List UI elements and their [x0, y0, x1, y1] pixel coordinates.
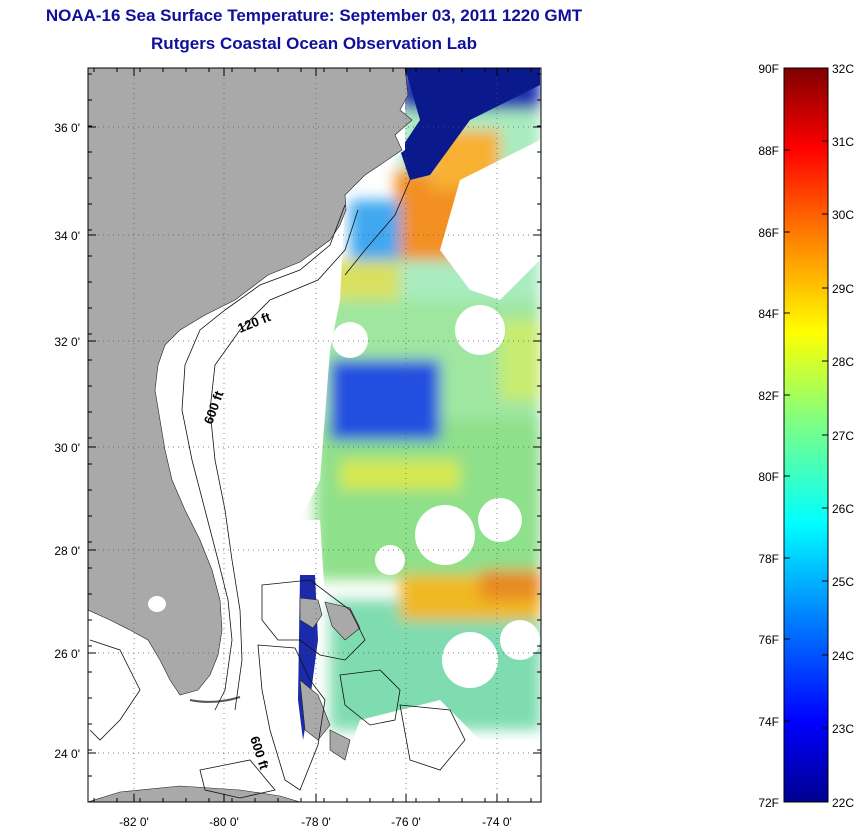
graticule-grid — [88, 68, 541, 802]
lon-label-74: -74 0' — [482, 815, 512, 829]
cb-c-23: 23C — [832, 722, 854, 736]
cb-f-82: 82F — [758, 389, 779, 403]
cb-c-22: 22C — [832, 796, 854, 810]
colorbar-celsius-labels: 32C 31C 30C 29C 28C 27C 26C 25C 24C 23C … — [832, 62, 854, 810]
lon-axis-labels: -82 0' -80 0' -78 0' -76 0' -74 0' — [119, 815, 512, 829]
axis-ticks — [88, 68, 541, 802]
map-title: NOAA-16 Sea Surface Temperature: Septemb… — [45, 6, 583, 25]
cb-c-24: 24C — [832, 649, 854, 663]
lat-label-28: 28 0' — [54, 544, 80, 558]
cb-c-25: 25C — [832, 575, 854, 589]
cb-c-27: 27C — [832, 429, 854, 443]
cb-f-80: 80F — [758, 470, 779, 484]
land-cuba — [88, 785, 301, 802]
bathymetry-contours — [89, 179, 466, 799]
cb-f-72: 72F — [758, 796, 779, 810]
bahamas-islands — [299, 597, 361, 761]
map-subtitle: Rutgers Coastal Ocean Observation Lab — [151, 34, 477, 53]
cb-c-26: 26C — [832, 502, 854, 516]
lat-label-32: 32 0' — [54, 335, 80, 349]
cb-f-74: 74F — [758, 715, 779, 729]
cb-f-86: 86F — [758, 226, 779, 240]
lake-okeechobee — [148, 596, 166, 612]
cb-f-90: 90F — [758, 62, 779, 76]
colorbar-ticks — [784, 67, 828, 803]
cb-c-32: 32C — [832, 62, 854, 76]
cb-f-78: 78F — [758, 552, 779, 566]
cold-water-patch — [400, 68, 540, 180]
lon-label-82: -82 0' — [119, 815, 149, 829]
cb-f-76: 76F — [758, 633, 779, 647]
map-frame — [87, 67, 542, 803]
lat-label-26: 26 0' — [54, 647, 80, 661]
temperature-colorbar — [783, 67, 829, 803]
cb-f-88: 88F — [758, 144, 779, 158]
lon-label-76: -76 0' — [391, 815, 421, 829]
cb-c-31: 31C — [832, 135, 854, 149]
cb-c-28: 28C — [832, 355, 854, 369]
florida-keys — [189, 696, 241, 703]
lat-label-36: 36 0' — [54, 121, 80, 135]
lat-axis-labels: 24 0' 26 0' 28 0' 30 0' 32 0' 34 0' 36 0… — [54, 121, 80, 761]
lat-label-24: 24 0' — [54, 747, 80, 761]
land-us-southeast — [88, 68, 413, 696]
cb-c-30: 30C — [832, 208, 854, 222]
cb-c-29: 29C — [832, 282, 854, 296]
lon-label-78: -78 0' — [301, 815, 331, 829]
lat-label-34: 34 0' — [54, 229, 80, 243]
cb-f-84: 84F — [758, 307, 779, 321]
lat-label-30: 30 0' — [54, 441, 80, 455]
lon-label-80: -80 0' — [209, 815, 239, 829]
colorbar-fahrenheit-labels: 90F 88F 86F 84F 82F 80F 78F 76F 74F 72F — [758, 62, 779, 810]
